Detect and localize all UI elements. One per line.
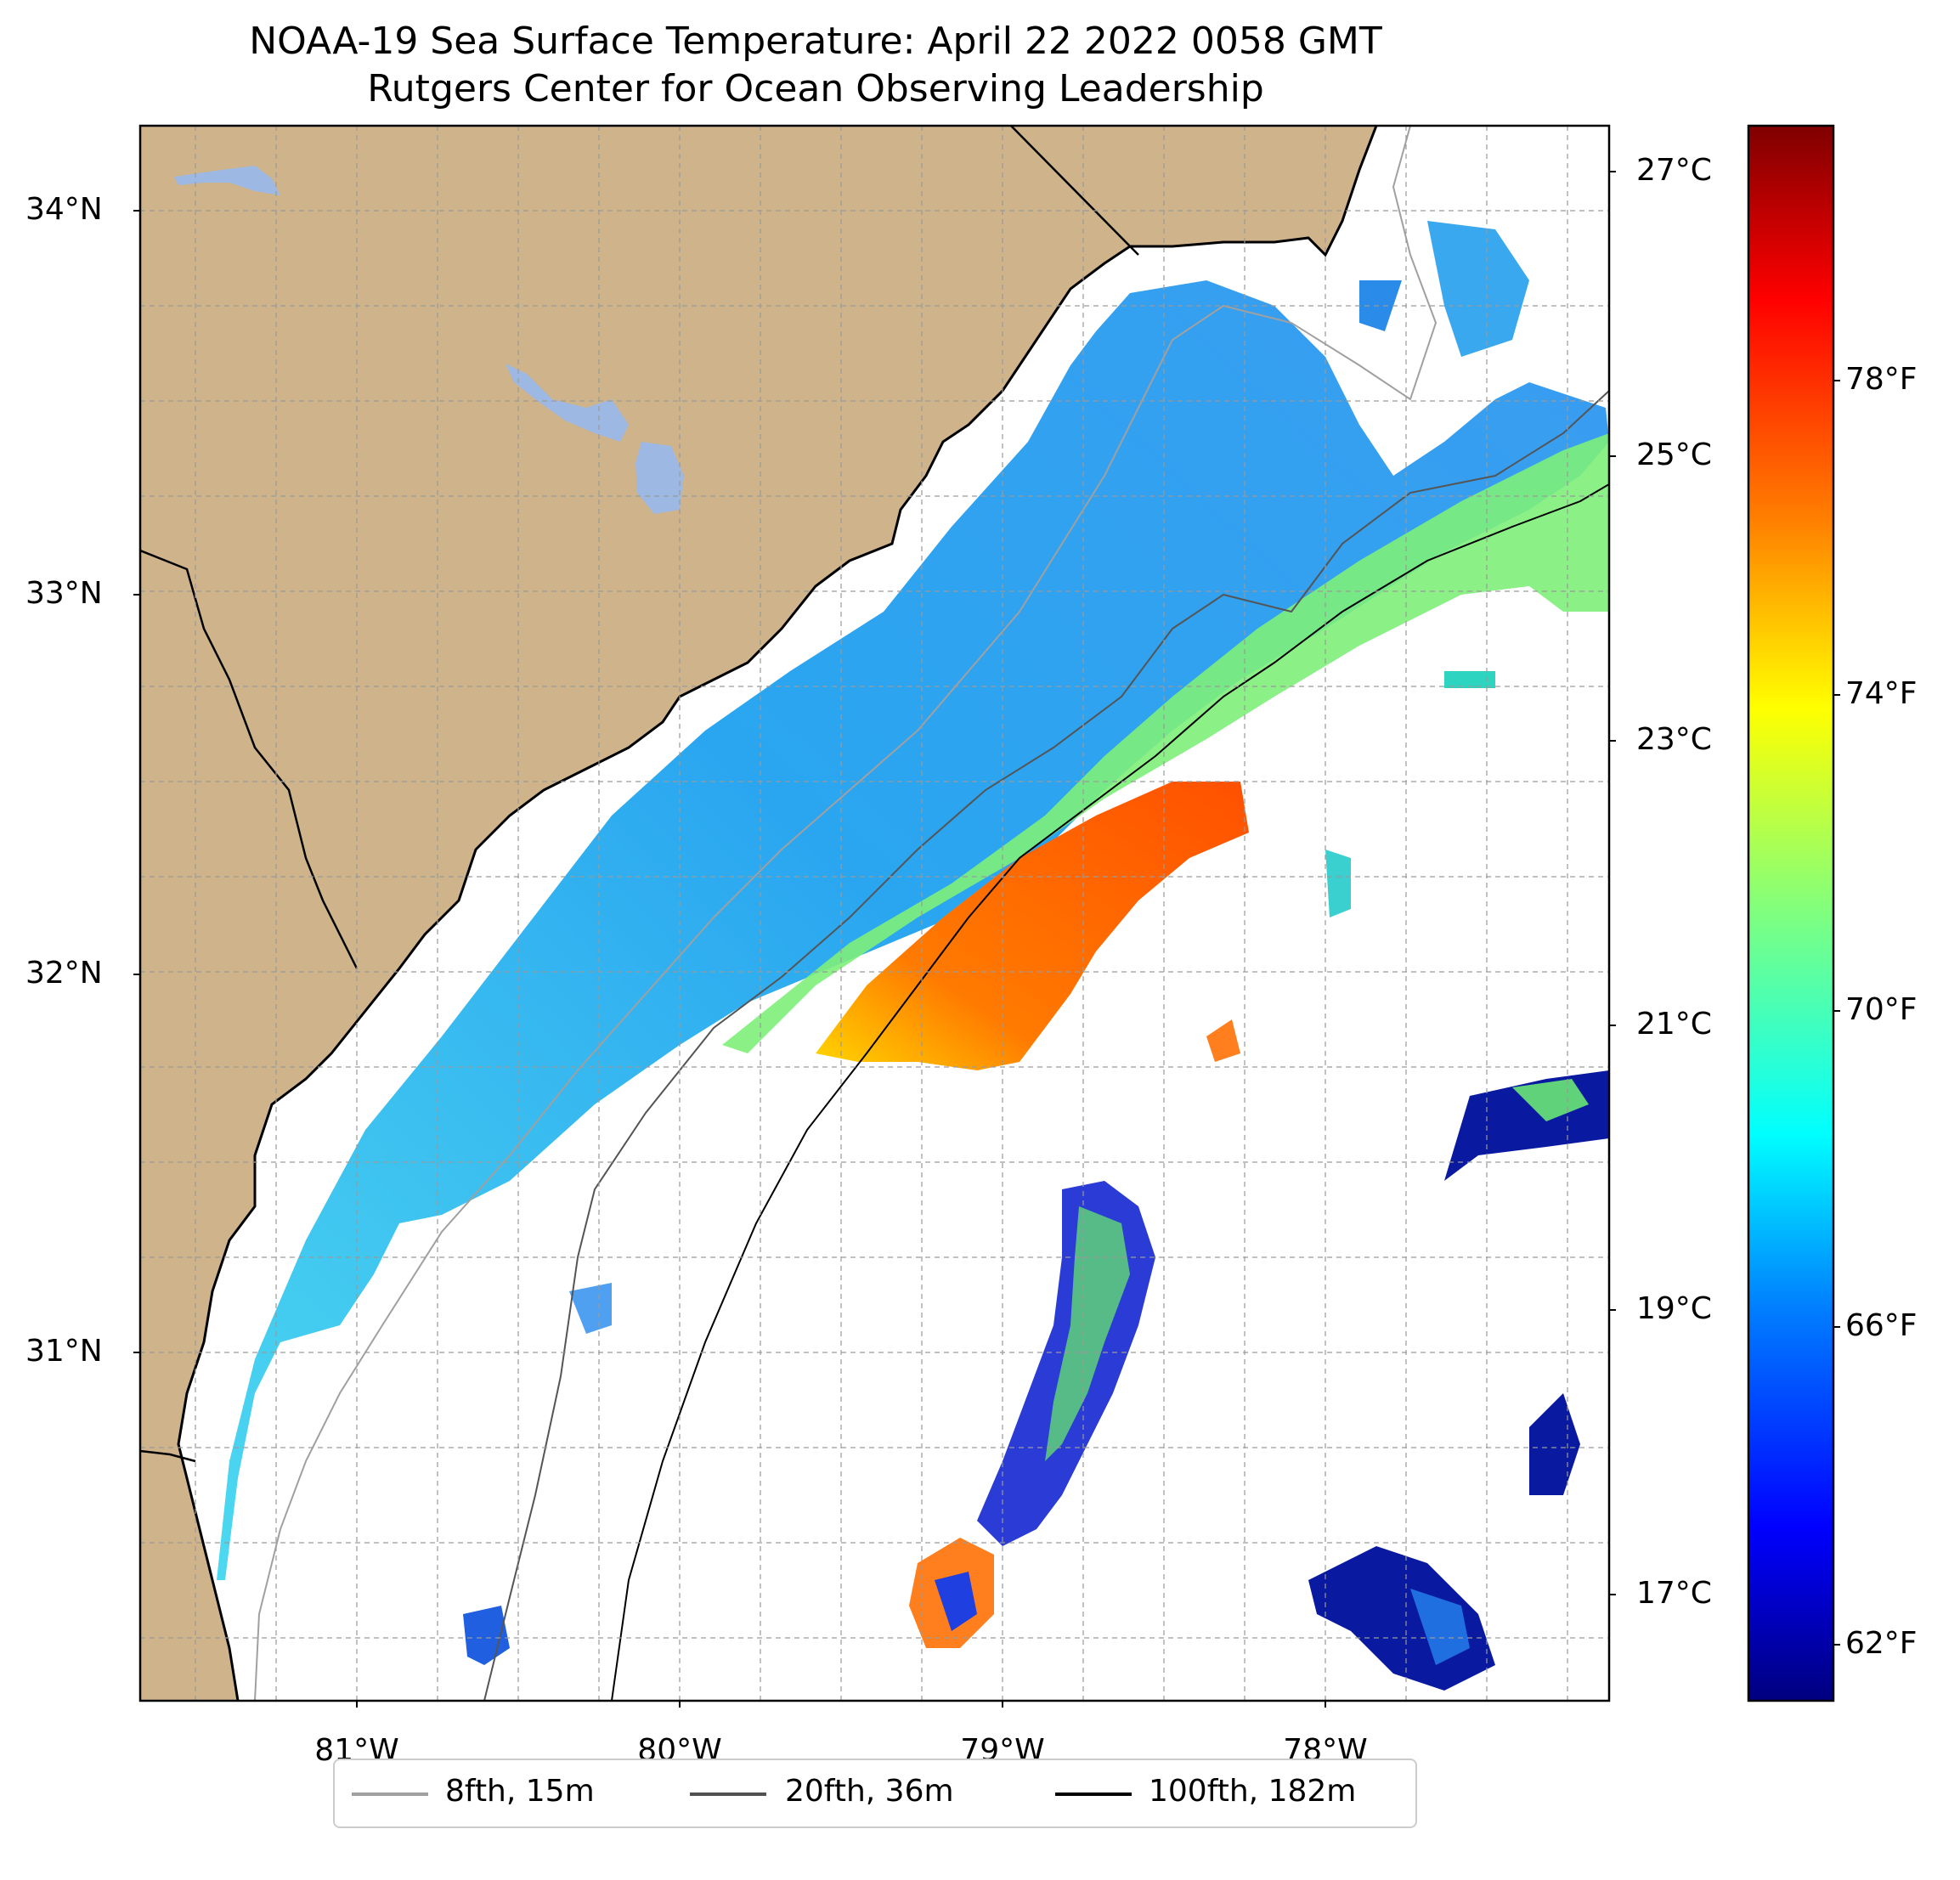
sst-transition-band <box>722 433 1609 1053</box>
lat-label-32n: 32°N <box>25 956 103 991</box>
colorbar-fahrenheit-70: 70°F <box>1845 992 1918 1027</box>
state-border-sc-ga <box>140 549 359 969</box>
colorbar-fahrenheit-78: 78°F <box>1845 362 1918 397</box>
sst-gulf-stream-warm <box>816 782 1249 1070</box>
map-frame <box>138 124 1611 1702</box>
colorbar <box>1747 124 1835 1702</box>
map-subtitle: Rutgers Center for Ocean Observing Leade… <box>367 67 1264 110</box>
colorbar-fahrenheit-66: 66°F <box>1845 1308 1918 1343</box>
lat-label-34n: 34°N <box>25 192 103 227</box>
legend-swatch-100fth <box>1055 1792 1132 1796</box>
isobath-20fth <box>483 390 1609 1701</box>
colorbar-fahrenheit-62: 62°F <box>1845 1626 1918 1661</box>
state-border-ga-fl <box>140 1449 196 1463</box>
legend-label-20fth: 20fth, 36m <box>785 1774 954 1809</box>
legend-label-8fth: 8fth, 15m <box>445 1774 595 1809</box>
isobath-legend: 8fth, 15m 20fth, 36m 100fth, 182m <box>333 1759 1417 1828</box>
sst-shelf-water <box>217 280 1609 1580</box>
colorbar-celsius-25: 25°C <box>1636 438 1712 472</box>
colorbar-celsius-27: 27°C <box>1636 153 1712 188</box>
colorbar-celsius-17: 17°C <box>1636 1576 1712 1611</box>
coastline <box>177 126 1378 1701</box>
legend-swatch-20fth <box>690 1792 766 1796</box>
lat-label-33n: 33°N <box>25 576 103 611</box>
isobath-100fth <box>611 483 1609 1701</box>
colorbar-celsius-21: 21°C <box>1636 1007 1712 1042</box>
colorbar-celsius-23: 23°C <box>1636 722 1712 757</box>
lat-label-31n: 31°N <box>25 1334 103 1369</box>
state-border-nc-sc <box>1010 126 1139 256</box>
colorbar-celsius-19: 19°C <box>1636 1291 1712 1326</box>
legend-label-100fth: 100fth, 182m <box>1149 1774 1357 1809</box>
isobath-8fth <box>254 126 1438 1701</box>
map-plot-area <box>140 126 1609 1701</box>
legend-swatch-8fth <box>352 1792 428 1796</box>
gridlines <box>140 126 1609 1701</box>
land-mass <box>140 126 1376 1701</box>
map-title: NOAA-19 Sea Surface Temperature: April 2… <box>249 20 1382 63</box>
colorbar-fahrenheit-74: 74°F <box>1845 676 1918 711</box>
colorbar-ticks <box>1833 380 1840 1646</box>
axis-ticks <box>133 171 1616 1708</box>
